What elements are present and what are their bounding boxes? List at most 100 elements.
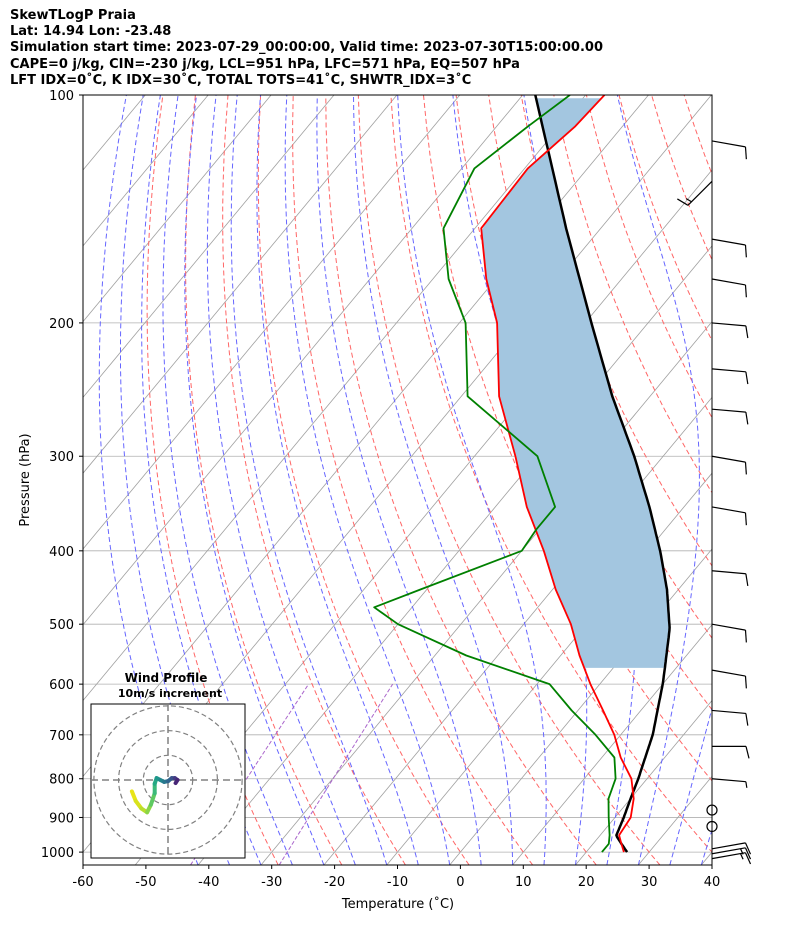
moist-adiabat-line [162, 95, 293, 865]
hodograph-grid [91, 704, 245, 858]
isotherm-line [575, 699, 712, 865]
moist-adiabat-line [397, 95, 547, 865]
dry-adiabat-line [222, 95, 406, 865]
barb-shaft [711, 140, 746, 148]
wind-barb [711, 852, 752, 865]
moist-adiabat-line [230, 95, 388, 865]
moist-adiabat-line [284, 95, 451, 865]
location-line: Lat: 14.94 Lon: -23.48 [10, 24, 172, 40]
y-tick-label: 200 [49, 317, 74, 332]
x-tick-label: -50 [135, 875, 156, 890]
isotherm-line [638, 775, 712, 865]
isotherm-line [83, 95, 335, 399]
y-tick-label: 700 [49, 729, 74, 744]
wind-barb [711, 238, 747, 258]
barb-flag [745, 371, 749, 385]
calm-wind-circle [706, 804, 718, 816]
barb-flag [744, 852, 752, 865]
wind-barb [711, 278, 747, 298]
wind-barbs [677, 140, 752, 865]
dry-adiabat-line [553, 95, 712, 494]
barb-shaft [711, 238, 746, 246]
isotherm-line [449, 548, 712, 865]
barb-shaft [711, 368, 746, 373]
dry-adiabat-line [651, 95, 712, 261]
barb-shaft [711, 842, 746, 850]
chart-title: SkewTLogP Praia [10, 8, 136, 23]
x-tick-label: 20 [578, 875, 595, 890]
barb-flag [744, 842, 752, 855]
hodograph-segment [173, 778, 180, 786]
wind-barb [712, 745, 750, 759]
isotherm-line [83, 95, 209, 247]
y-tick-label: 400 [49, 545, 74, 560]
y-axis-label: Pressure (hPa) [18, 433, 33, 526]
wind-barb [711, 709, 749, 726]
x-tick-label: 10 [515, 875, 532, 890]
mixing-ratio-line [278, 683, 394, 865]
barb-shaft [711, 778, 746, 783]
isotherm-line [83, 95, 272, 323]
chart-header: SkewTLogP Praia Lat: 14.94 Lon: -23.48 S… [10, 8, 603, 89]
time-line: Simulation start time: 2023-07-29_00:00:… [10, 40, 603, 56]
x-tick-label: 40 [704, 875, 721, 890]
cape-line: CAPE=0 j/kg, CIN=-230 j/kg, LCL=951 hPa,… [10, 56, 520, 72]
moist-adiabat-line [206, 95, 356, 865]
dry-adiabat-line [257, 95, 470, 865]
wind-barb [711, 455, 747, 475]
x-tick-label: -60 [72, 875, 93, 890]
barb-shaft [711, 455, 746, 463]
barb-half-flag [685, 198, 692, 203]
barb-shaft [687, 180, 713, 206]
y-tick-label: 1000 [41, 846, 74, 861]
barb-shaft [711, 623, 746, 631]
wind-barb [711, 368, 749, 385]
x-tick-label: -40 [198, 875, 219, 890]
moist-adiabat-line [316, 95, 482, 865]
barb-shaft [711, 852, 746, 860]
barb-shaft [711, 278, 746, 286]
dry-adiabat-line [782, 95, 794, 865]
dry-adiabat-line [325, 95, 597, 865]
dry-adiabat-line [717, 95, 794, 865]
dry-adiabat-line [292, 95, 534, 865]
dry-adiabat-line [749, 95, 794, 865]
dry-adiabat-line [357, 95, 661, 865]
barb-flag [744, 676, 747, 689]
moist-adiabat-line [700, 828, 712, 865]
barb-flag [744, 244, 747, 258]
dry-adiabat-line [683, 95, 712, 176]
moist-adiabat-line [616, 95, 700, 865]
x-tick-label: -20 [324, 875, 345, 890]
x-axis-label: Temperature (˚C) [341, 896, 454, 912]
y-tick-label: 800 [49, 773, 74, 788]
index-line: LFT IDX=0˚C, K IDX=30˚C, TOTAL TOTS=41˚C… [10, 72, 472, 88]
isotherm-line [700, 851, 712, 865]
isotherm-line [512, 624, 712, 865]
dry-adiabat-line [146, 95, 279, 865]
x-tick-label: 0 [456, 875, 464, 890]
barb-shaft [711, 506, 746, 514]
axes: -60 -50 -40 -30 -20 -10 0 10 20 30 40 100 200 300 400 5… [41, 89, 720, 890]
barb-half-flag [740, 853, 744, 860]
barb-shaft [711, 322, 746, 327]
y-tick-label: 100 [49, 89, 74, 104]
barb-shaft [711, 570, 746, 575]
dry-adiabat-line [520, 95, 712, 567]
hodograph-title: Wind Profile [125, 671, 208, 685]
wind-barb [711, 140, 747, 160]
y-tick-label: 600 [49, 678, 74, 693]
barb-shaft [711, 669, 746, 677]
barb-flag [745, 573, 749, 587]
hodograph-subtitle: 10m/s increment [118, 687, 222, 700]
isotherm-line [0, 95, 82, 865]
wind-barb [711, 623, 747, 643]
cape-shading [481, 98, 670, 668]
isotherm-line [386, 472, 712, 865]
barb-flag [744, 630, 747, 643]
moist-adiabat-line [353, 95, 514, 865]
barb-half-flag [745, 781, 748, 788]
barb-flag [744, 284, 747, 298]
wind-barb [711, 506, 747, 526]
